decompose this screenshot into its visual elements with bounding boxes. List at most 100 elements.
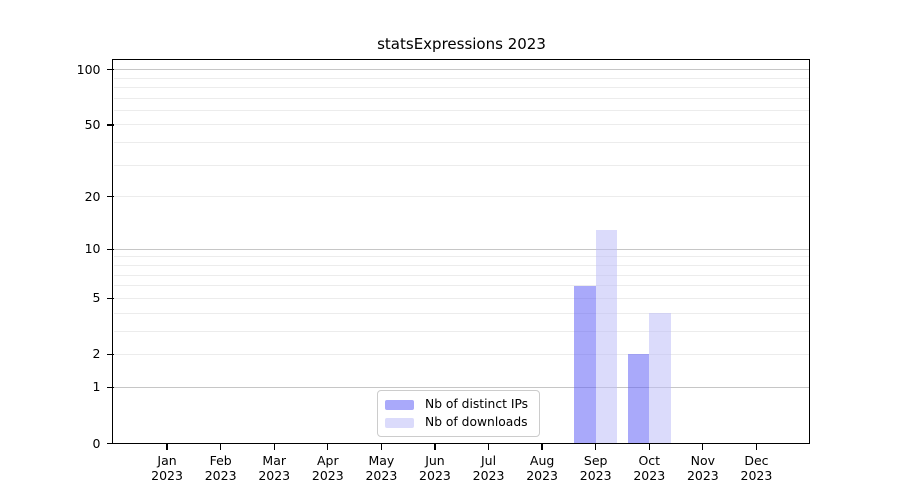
gridline-major [113,69,810,71]
x-tick-label-jul: Jul 2023 [457,453,521,483]
x-tick-label-feb: Feb 2023 [189,453,253,483]
gridline-minor [113,77,810,79]
gridline-minor [113,97,810,99]
x-tick-label-mar: Mar 2023 [242,453,306,483]
legend-label-series1: Nb of distinct IPs [425,397,529,411]
x-tick-mark [648,444,650,450]
x-tick-year: 2023 [526,467,559,483]
x-tick-year: 2023 [258,467,291,483]
x-tick-year: 2023 [633,467,666,483]
y-tick-label: 5 [92,290,101,306]
x-tick-year: 2023 [204,467,237,483]
gridline-minor [113,86,810,88]
gridline-minor [113,264,810,266]
gridline-minor [113,109,810,111]
legend: Nb of distinct IPs Nb of downloads [377,390,540,437]
bar-oct-series2 [649,313,671,444]
y-tick-mark [106,196,114,198]
x-tick-mark [702,444,704,450]
gridline-minor [113,256,810,258]
x-tick-year: 2023 [419,467,451,483]
gridline-minor [113,274,810,276]
x-tick-year: 2023 [686,467,719,483]
x-tick-month: Apr [316,452,339,468]
x-tick-month: Sep [583,452,608,468]
x-tick-month: Dec [744,452,769,468]
legend-item-series1: Nb of distinct IPs [385,397,531,412]
x-tick-label-jan: Jan 2023 [135,453,199,483]
x-tick-label-aug: Aug 2023 [510,453,574,483]
x-tick-mark [434,444,436,450]
gridline-minor [113,164,810,166]
x-tick-label-oct: Oct 2023 [617,453,681,483]
x-tick-mark [487,444,490,450]
y-tick-mark [106,297,114,299]
x-tick-month: Jul [480,452,497,468]
y-tick-label: 20 [84,188,101,204]
y-tick-mark [106,353,114,356]
x-tick-year: 2023 [579,467,612,483]
x-tick-mark [327,444,329,450]
x-tick-mark [220,444,222,450]
gridline-minor [113,124,810,126]
y-tick-mark [106,68,114,71]
x-tick-mark [380,444,383,450]
y-tick-label: 50 [84,116,101,132]
x-tick-month: Oct [638,452,661,468]
x-tick-year: 2023 [311,467,344,483]
x-tick-month: May [368,452,395,468]
x-tick-month: Jan [157,452,177,468]
x-tick-label-sep: Sep 2023 [564,453,628,483]
bar-sep-series2 [595,229,618,444]
x-tick-label-may: May 2023 [349,453,413,483]
x-tick-mark [273,444,275,450]
bar-oct-series1 [627,354,650,444]
gridline-minor [113,353,810,355]
gridline-major [113,386,810,388]
y-tick-label: 100 [76,61,101,77]
y-tick-label: 1 [92,379,101,395]
x-tick-label-dec: Dec 2023 [724,453,788,483]
x-tick-label-nov: Nov 2023 [671,453,735,483]
legend-label-series2: Nb of downloads [425,415,528,429]
y-tick-mark [106,248,114,250]
gridline-minor [113,297,810,299]
chart-title: statsExpressions 2023 [377,35,546,53]
gridline-minor [113,312,810,314]
y-tick-mark [106,386,114,388]
x-tick-label-apr: Apr 2023 [296,453,360,483]
x-tick-month: Jun [425,452,445,468]
x-tick-mark [166,444,168,450]
x-tick-month: Mar [262,452,287,468]
gridline-minor [113,330,810,332]
x-tick-mark [541,444,543,450]
x-tick-month: Feb [209,452,232,468]
x-tick-mark [595,444,597,450]
y-tick-label: 2 [92,346,101,362]
x-tick-month: Nov [690,452,716,468]
y-tick-label: 0 [92,435,101,451]
gridline-minor [113,285,810,287]
x-tick-label-jun: Jun 2023 [403,453,467,483]
gridline-major [113,248,810,250]
bar-sep-series1 [574,285,596,444]
legend-swatch-series2 [385,417,414,428]
x-tick-month: Aug [529,452,555,468]
y-tick-label: 10 [84,241,101,257]
y-tick-mark [106,442,114,445]
x-tick-year: 2023 [151,467,183,483]
x-tick-year: 2023 [740,467,773,483]
gridline-minor [113,196,810,198]
legend-item-series2: Nb of downloads [385,415,531,430]
legend-swatch-series1 [385,399,414,410]
x-tick-year: 2023 [365,467,398,483]
y-tick-mark [106,124,114,126]
gridline-minor [113,142,810,144]
x-tick-mark [755,444,758,450]
x-tick-year: 2023 [472,467,505,483]
